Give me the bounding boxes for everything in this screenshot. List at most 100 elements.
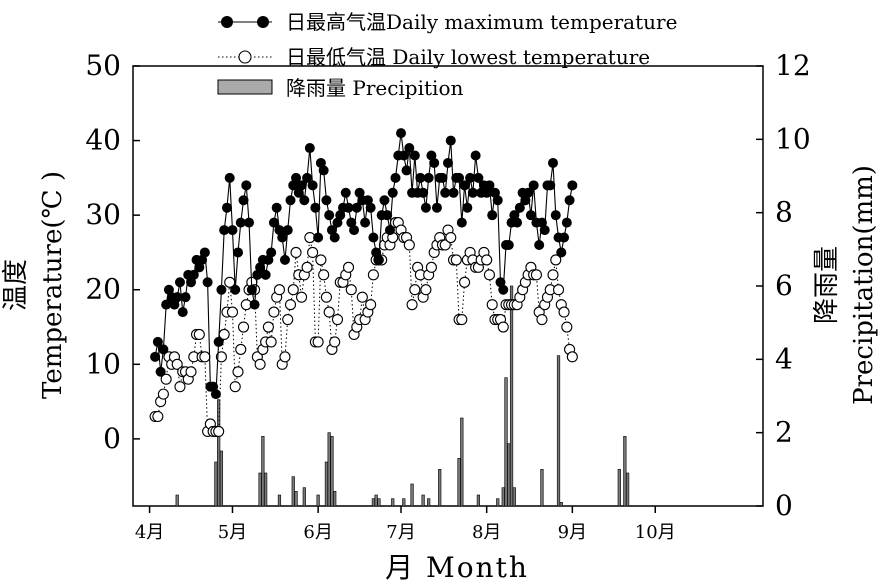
- min-temperature-point: [329, 336, 341, 348]
- precipitation-bar: [277, 494, 282, 507]
- max-temperature-point: [202, 277, 213, 288]
- max-temperature-point: [227, 225, 238, 236]
- min-temperature-point: [215, 351, 227, 363]
- max-temperature-point: [351, 202, 362, 213]
- max-temperature-point: [445, 135, 456, 146]
- min-temperature-point: [345, 284, 357, 296]
- min-temperature-point: [536, 314, 548, 326]
- min-temperature-point: [367, 269, 379, 281]
- y-left-tick-label: 20: [85, 273, 121, 306]
- legend-max-marker: [221, 16, 233, 28]
- max-temperature-point: [459, 180, 470, 191]
- min-temperature-point: [406, 299, 418, 311]
- y-axis-left-label-cn: 温度: [1, 259, 31, 311]
- max-temperature-point: [429, 157, 440, 168]
- min-temperature-point: [199, 351, 211, 363]
- max-temperature-point: [512, 217, 523, 228]
- max-temperature-point: [158, 344, 169, 355]
- precipitation-bar: [617, 469, 621, 507]
- min-temperature-point: [262, 321, 274, 333]
- max-temperature-point: [244, 217, 255, 228]
- min-temperature-point: [312, 336, 324, 348]
- min-temperature-point: [497, 321, 509, 333]
- precipitation-bar: [219, 450, 224, 507]
- precipitation-bar: [214, 461, 218, 507]
- y-right-tick-label: 8: [775, 196, 793, 229]
- precipitation-bar: [402, 498, 406, 507]
- max-temperature-point: [398, 150, 409, 161]
- max-temperature-point: [360, 217, 371, 228]
- min-temperature-series: [149, 217, 578, 437]
- max-temperature-point: [440, 187, 451, 198]
- precipitation-bar: [427, 498, 431, 507]
- max-temperature-point: [365, 202, 376, 213]
- max-temperature-point: [349, 225, 360, 236]
- min-temperature-point: [268, 306, 280, 318]
- min-temperature-point: [185, 366, 197, 378]
- precipitation-bar: [330, 436, 334, 507]
- precipitation-bar: [626, 472, 630, 507]
- min-temperature-point: [356, 291, 368, 303]
- max-temperature-point: [368, 232, 379, 243]
- min-temperature-point: [232, 366, 244, 378]
- max-temperature-point: [219, 225, 230, 236]
- y-right-tick-label: 6: [775, 269, 793, 302]
- min-temperature-point: [552, 284, 565, 296]
- min-temperature-point: [439, 239, 451, 251]
- max-temperature-point: [213, 336, 224, 347]
- precipitation-bar: [175, 494, 179, 507]
- max-temperature-point: [534, 239, 545, 250]
- max-temperature-point: [528, 180, 539, 191]
- min-temperature-point: [282, 314, 294, 326]
- y-axis-right-label-en: Precipitation(mm): [849, 165, 879, 405]
- x-tick-label: 4月: [135, 522, 164, 543]
- min-temperature-point: [307, 246, 319, 258]
- max-temperature-point: [161, 299, 172, 310]
- y-left-tick-label: 40: [85, 124, 121, 157]
- min-temperature-point: [550, 254, 562, 266]
- min-temperature-point: [323, 306, 335, 318]
- min-temperature-point: [403, 239, 415, 251]
- x-axis-label: 月 Month: [385, 551, 529, 584]
- precipitation-bar: [316, 494, 320, 507]
- max-temperature-point: [503, 239, 514, 250]
- legend-max-marker: [257, 16, 269, 28]
- min-temperature-point: [486, 299, 498, 311]
- max-temperature-point: [390, 172, 401, 183]
- min-temperature-point: [287, 284, 299, 296]
- precipitation-bar: [371, 498, 375, 507]
- x-tick-label: 7月: [386, 522, 415, 543]
- max-temperature-point: [523, 187, 534, 198]
- max-temperature-point: [556, 247, 567, 258]
- max-temperature-point: [454, 172, 465, 183]
- precipitation-bar: [324, 461, 329, 507]
- min-temperature-point: [254, 358, 266, 370]
- max-temperature-point: [473, 172, 484, 183]
- max-temperature-point: [418, 187, 429, 198]
- min-temperature-point: [273, 284, 285, 296]
- max-temperature-point: [246, 284, 257, 295]
- max-temperature-point: [324, 210, 335, 221]
- min-temperature-point: [530, 269, 542, 281]
- precipitation-bar: [457, 458, 461, 507]
- max-temperature-point: [238, 195, 249, 206]
- max-temperature-point: [539, 225, 550, 236]
- precipitation-bar: [377, 498, 381, 507]
- legend: 日最高气温Daily maximum temperature 日最低气温 Dail…: [217, 10, 677, 100]
- y-axis-left-label-en: Temperature(℃ ): [38, 171, 68, 399]
- y-left-tick-label: 0: [103, 422, 121, 455]
- legend-rain-swatch: [217, 79, 273, 95]
- precipitation-bar: [509, 285, 514, 507]
- min-temperature-point: [171, 358, 183, 370]
- max-temperature-point: [302, 172, 313, 183]
- max-temperature-point: [409, 150, 420, 161]
- min-temperature-point: [566, 351, 578, 363]
- max-temperature-point: [443, 157, 453, 168]
- max-temperature-point: [448, 187, 459, 198]
- max-temperature-point: [559, 232, 570, 243]
- max-temperature-point: [150, 351, 161, 362]
- min-temperature-point: [342, 261, 355, 273]
- precipitation-bar: [559, 502, 563, 507]
- precipitation-bar: [264, 472, 268, 507]
- min-temperature-point: [229, 381, 241, 393]
